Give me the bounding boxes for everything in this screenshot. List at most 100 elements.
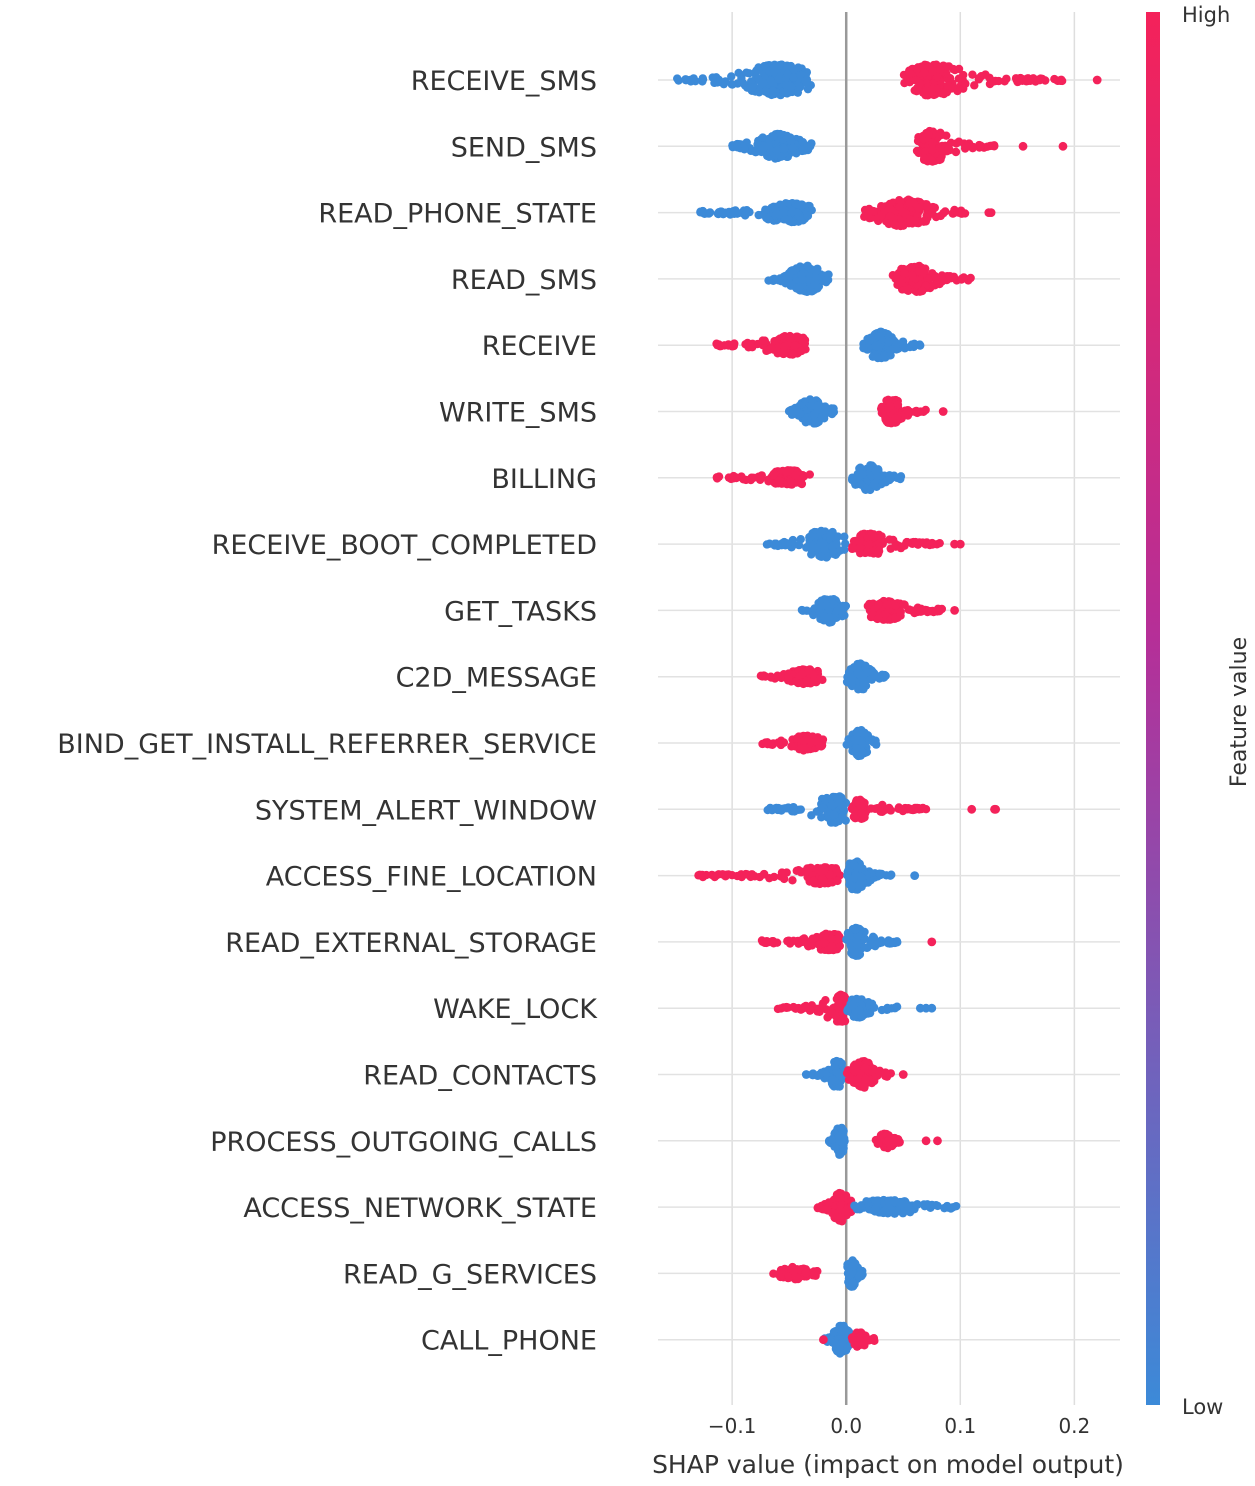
shap-point bbox=[788, 876, 797, 885]
shap-point bbox=[907, 271, 917, 280]
shap-point bbox=[919, 407, 928, 416]
shap-point bbox=[705, 208, 715, 217]
shap-point bbox=[883, 600, 892, 609]
feature-points bbox=[764, 261, 975, 297]
shap-point bbox=[881, 1068, 890, 1077]
shap-point bbox=[896, 278, 906, 287]
shap-point bbox=[804, 275, 814, 284]
shap-point bbox=[876, 332, 885, 341]
shap-point bbox=[794, 200, 803, 209]
shap-point bbox=[952, 139, 961, 148]
shap-point bbox=[883, 404, 893, 413]
shap-point bbox=[886, 212, 896, 221]
shap-point bbox=[797, 346, 806, 356]
shap-point bbox=[773, 1004, 783, 1014]
shap-point bbox=[930, 271, 940, 281]
shap-point bbox=[811, 736, 821, 746]
shap-point bbox=[809, 670, 818, 680]
shap-point bbox=[893, 938, 902, 947]
feature-points bbox=[762, 526, 965, 562]
shap-point bbox=[852, 1064, 861, 1073]
shap-point bbox=[921, 217, 931, 226]
shap-point bbox=[961, 79, 970, 88]
shap-point bbox=[774, 75, 784, 84]
shap-point bbox=[827, 407, 837, 416]
shap-point bbox=[681, 76, 690, 85]
shap-point bbox=[788, 143, 797, 153]
shap-point bbox=[970, 81, 979, 90]
shap-point bbox=[816, 1204, 825, 1213]
shap-point bbox=[935, 538, 944, 548]
shap-point bbox=[784, 936, 794, 945]
shap-point bbox=[802, 735, 811, 744]
shap-point bbox=[821, 277, 831, 287]
shap-point bbox=[737, 872, 746, 882]
shap-point bbox=[905, 199, 914, 208]
shap-point bbox=[806, 532, 815, 541]
shap-point bbox=[789, 802, 798, 812]
shap-point bbox=[802, 543, 811, 552]
shap-point bbox=[873, 549, 883, 558]
feature-points bbox=[673, 60, 1102, 100]
shap-point bbox=[950, 606, 959, 615]
shap-point bbox=[935, 131, 944, 140]
shap-point bbox=[783, 133, 793, 142]
shap-point bbox=[747, 83, 757, 92]
shap-point bbox=[758, 336, 767, 345]
grid-layer bbox=[731, 12, 1076, 1405]
shap-point bbox=[890, 220, 899, 230]
shap-point bbox=[869, 738, 878, 747]
shap-point bbox=[769, 469, 779, 479]
shap-point bbox=[862, 485, 871, 494]
shap-point bbox=[884, 803, 894, 813]
shap-point bbox=[808, 934, 817, 943]
shap-point bbox=[921, 1136, 931, 1146]
shap-point bbox=[796, 70, 805, 80]
shap-point bbox=[807, 811, 816, 820]
shap-point bbox=[825, 612, 834, 622]
shap-point bbox=[754, 210, 763, 220]
shap-point bbox=[777, 868, 787, 877]
shap-point bbox=[859, 680, 868, 690]
shap-point bbox=[851, 797, 861, 806]
shap-point bbox=[865, 207, 874, 217]
shap-point bbox=[829, 810, 838, 819]
shap-point bbox=[954, 64, 964, 74]
shap-point bbox=[784, 673, 793, 682]
shap-point bbox=[774, 276, 783, 285]
shap-point bbox=[912, 406, 921, 416]
shap-point bbox=[807, 550, 816, 559]
shap-point bbox=[880, 610, 890, 619]
shap-point bbox=[819, 939, 829, 948]
shap-point bbox=[793, 208, 802, 218]
shap-point bbox=[928, 202, 938, 212]
shap-point bbox=[775, 804, 785, 814]
feature-points bbox=[813, 1188, 961, 1226]
shap-point bbox=[896, 474, 905, 484]
shap-point bbox=[763, 805, 772, 815]
shap-point bbox=[853, 472, 863, 482]
shap-point bbox=[953, 208, 962, 217]
shap-point bbox=[766, 740, 776, 749]
shap-point bbox=[811, 266, 821, 276]
shap-point bbox=[955, 539, 965, 549]
shap-point bbox=[689, 74, 698, 83]
shap-point bbox=[941, 207, 950, 216]
shap-point bbox=[860, 1063, 869, 1072]
shap-point bbox=[710, 78, 719, 88]
shap-point bbox=[776, 129, 785, 139]
shap-point bbox=[741, 475, 751, 485]
shap-point bbox=[927, 937, 937, 947]
shap-point bbox=[779, 144, 789, 154]
shap-point bbox=[819, 865, 829, 875]
shap-point bbox=[695, 870, 704, 880]
shap-point bbox=[762, 346, 771, 356]
shap-point bbox=[849, 860, 859, 870]
shap-point bbox=[856, 480, 866, 489]
shap-point bbox=[892, 1002, 902, 1011]
shap-point bbox=[922, 128, 931, 138]
shap-point bbox=[905, 605, 914, 614]
shap-point bbox=[817, 526, 826, 536]
shap-point bbox=[779, 342, 789, 351]
